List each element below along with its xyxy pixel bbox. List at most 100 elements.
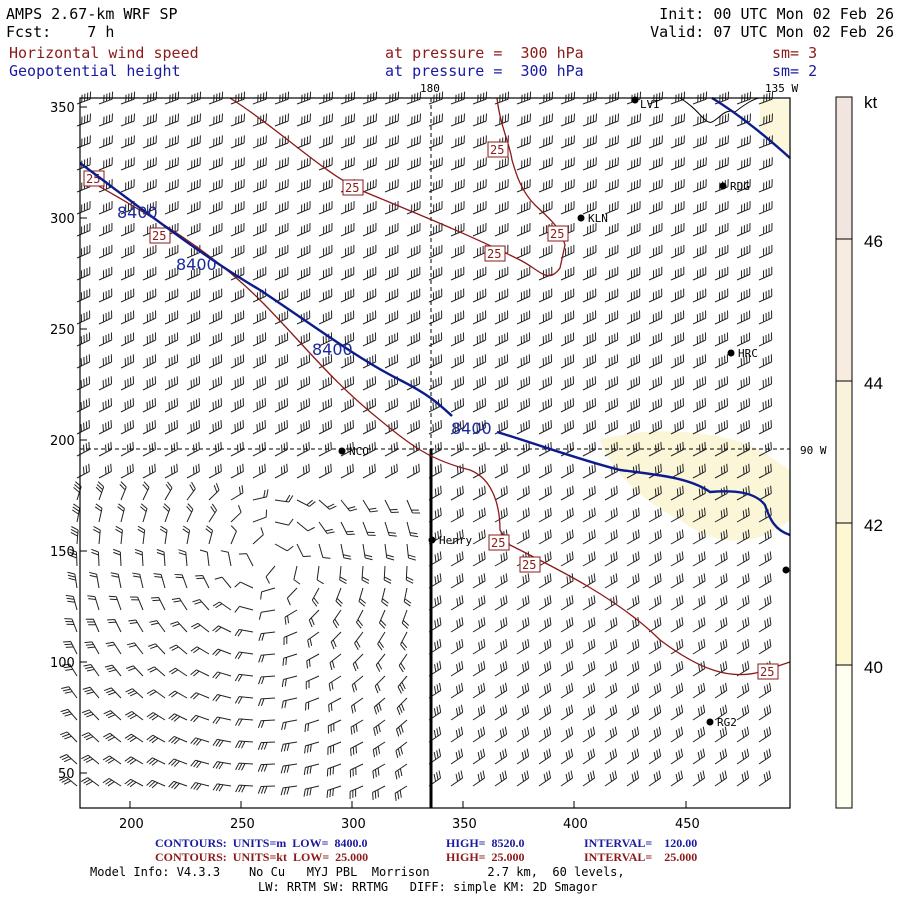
wind-barb <box>692 288 707 303</box>
wind-barb <box>169 644 188 655</box>
wind-barb <box>758 617 772 633</box>
wind-barb <box>472 222 487 237</box>
wind-barb <box>265 565 276 584</box>
wind-barb <box>164 135 179 149</box>
wind-barb <box>692 748 706 765</box>
wind-barb <box>516 573 530 589</box>
wind-barb <box>281 719 298 731</box>
wind-barb <box>186 332 201 347</box>
wind-barb <box>494 660 508 677</box>
wind-barb <box>714 573 728 589</box>
wind-barb <box>670 398 685 413</box>
wind-barb <box>274 310 289 325</box>
wind-barb <box>714 310 729 325</box>
wind-barb <box>230 310 245 325</box>
wind-barb <box>516 639 530 655</box>
wind-barb <box>384 463 398 479</box>
wind-barb <box>692 529 706 545</box>
wind-barb <box>626 398 641 413</box>
wind-barb <box>142 441 156 457</box>
wind-barb <box>340 91 356 105</box>
wind-barb <box>274 266 289 281</box>
wind-barb <box>736 113 751 127</box>
wind-barb <box>124 711 144 721</box>
wind-barb <box>626 660 640 677</box>
wind-barb <box>582 595 596 611</box>
wind-barb <box>120 441 134 457</box>
wind-barb <box>235 784 254 793</box>
wind-barb <box>692 419 706 435</box>
wind-barb <box>199 549 210 567</box>
wind-barb <box>472 419 486 435</box>
wind-barb <box>293 565 301 585</box>
wind-barb <box>350 741 364 757</box>
wind-barb <box>450 398 465 413</box>
wind-barb <box>384 157 399 171</box>
wind-barb <box>494 332 509 347</box>
wind-barb <box>692 507 706 523</box>
wind-barb <box>714 595 728 611</box>
wind-barb <box>626 463 640 479</box>
wind-barb <box>670 201 685 215</box>
wind-barb <box>296 201 311 215</box>
wind-barb <box>98 244 113 259</box>
wind-barb <box>472 770 486 787</box>
wind-barb <box>626 617 640 633</box>
wind-barb <box>296 91 312 105</box>
wind-barb <box>406 201 421 215</box>
wind-barb <box>384 135 399 149</box>
wind-barb <box>560 595 574 611</box>
wind-barb <box>351 675 364 693</box>
wind-barb <box>230 525 237 545</box>
model-info-physics: LW: RRTM SW: RRTMG DIFF: simple KM: 2D S… <box>258 880 598 894</box>
wind-barb <box>758 682 772 699</box>
wind-barb <box>604 573 618 589</box>
wind-barb <box>516 354 531 369</box>
wind-barb <box>450 682 464 699</box>
wind-barb <box>274 135 289 149</box>
wind-barb <box>516 770 530 787</box>
wind-barb <box>428 441 442 457</box>
wind-barb <box>384 244 399 259</box>
wind-barb <box>142 332 157 347</box>
wind-barb <box>714 222 729 237</box>
wind-barb <box>384 376 399 391</box>
wind-barb <box>428 507 442 523</box>
wind-barb <box>626 485 640 501</box>
wind-barb <box>670 595 684 611</box>
wind-barb <box>538 617 552 633</box>
wind-barb <box>626 135 641 149</box>
wind-barb <box>311 587 320 607</box>
wind-barb <box>384 398 399 413</box>
wind-barb <box>350 697 364 714</box>
wind-barb <box>252 244 267 259</box>
wind-barb <box>230 157 245 171</box>
wind-barb <box>692 398 707 413</box>
wind-barb <box>472 639 486 655</box>
wind-barb <box>670 551 684 567</box>
wind-barb <box>98 157 113 171</box>
wind-barb <box>736 201 751 215</box>
wind-barb <box>692 726 706 743</box>
wind-barb <box>142 113 157 127</box>
wind-barb <box>120 288 135 303</box>
wind-barb <box>318 157 333 171</box>
wind-barb <box>494 354 509 369</box>
speed-shading <box>600 100 790 541</box>
wind-barb <box>252 398 267 413</box>
svg-text:25: 25 <box>522 558 536 572</box>
wind-barb <box>758 310 773 325</box>
wind-barb <box>142 135 157 149</box>
wind-barb <box>257 697 276 707</box>
wind-barb <box>450 157 465 171</box>
wind-barb <box>98 419 112 435</box>
wind-barb <box>305 675 320 690</box>
wind-barb <box>362 113 377 127</box>
wind-barb <box>318 244 333 259</box>
wind-barb <box>494 617 508 633</box>
wind-barb <box>692 551 706 567</box>
wind-barb <box>604 222 619 237</box>
wind-barb <box>736 682 750 699</box>
wind-barb <box>714 288 729 303</box>
station-rg2 <box>706 718 714 726</box>
